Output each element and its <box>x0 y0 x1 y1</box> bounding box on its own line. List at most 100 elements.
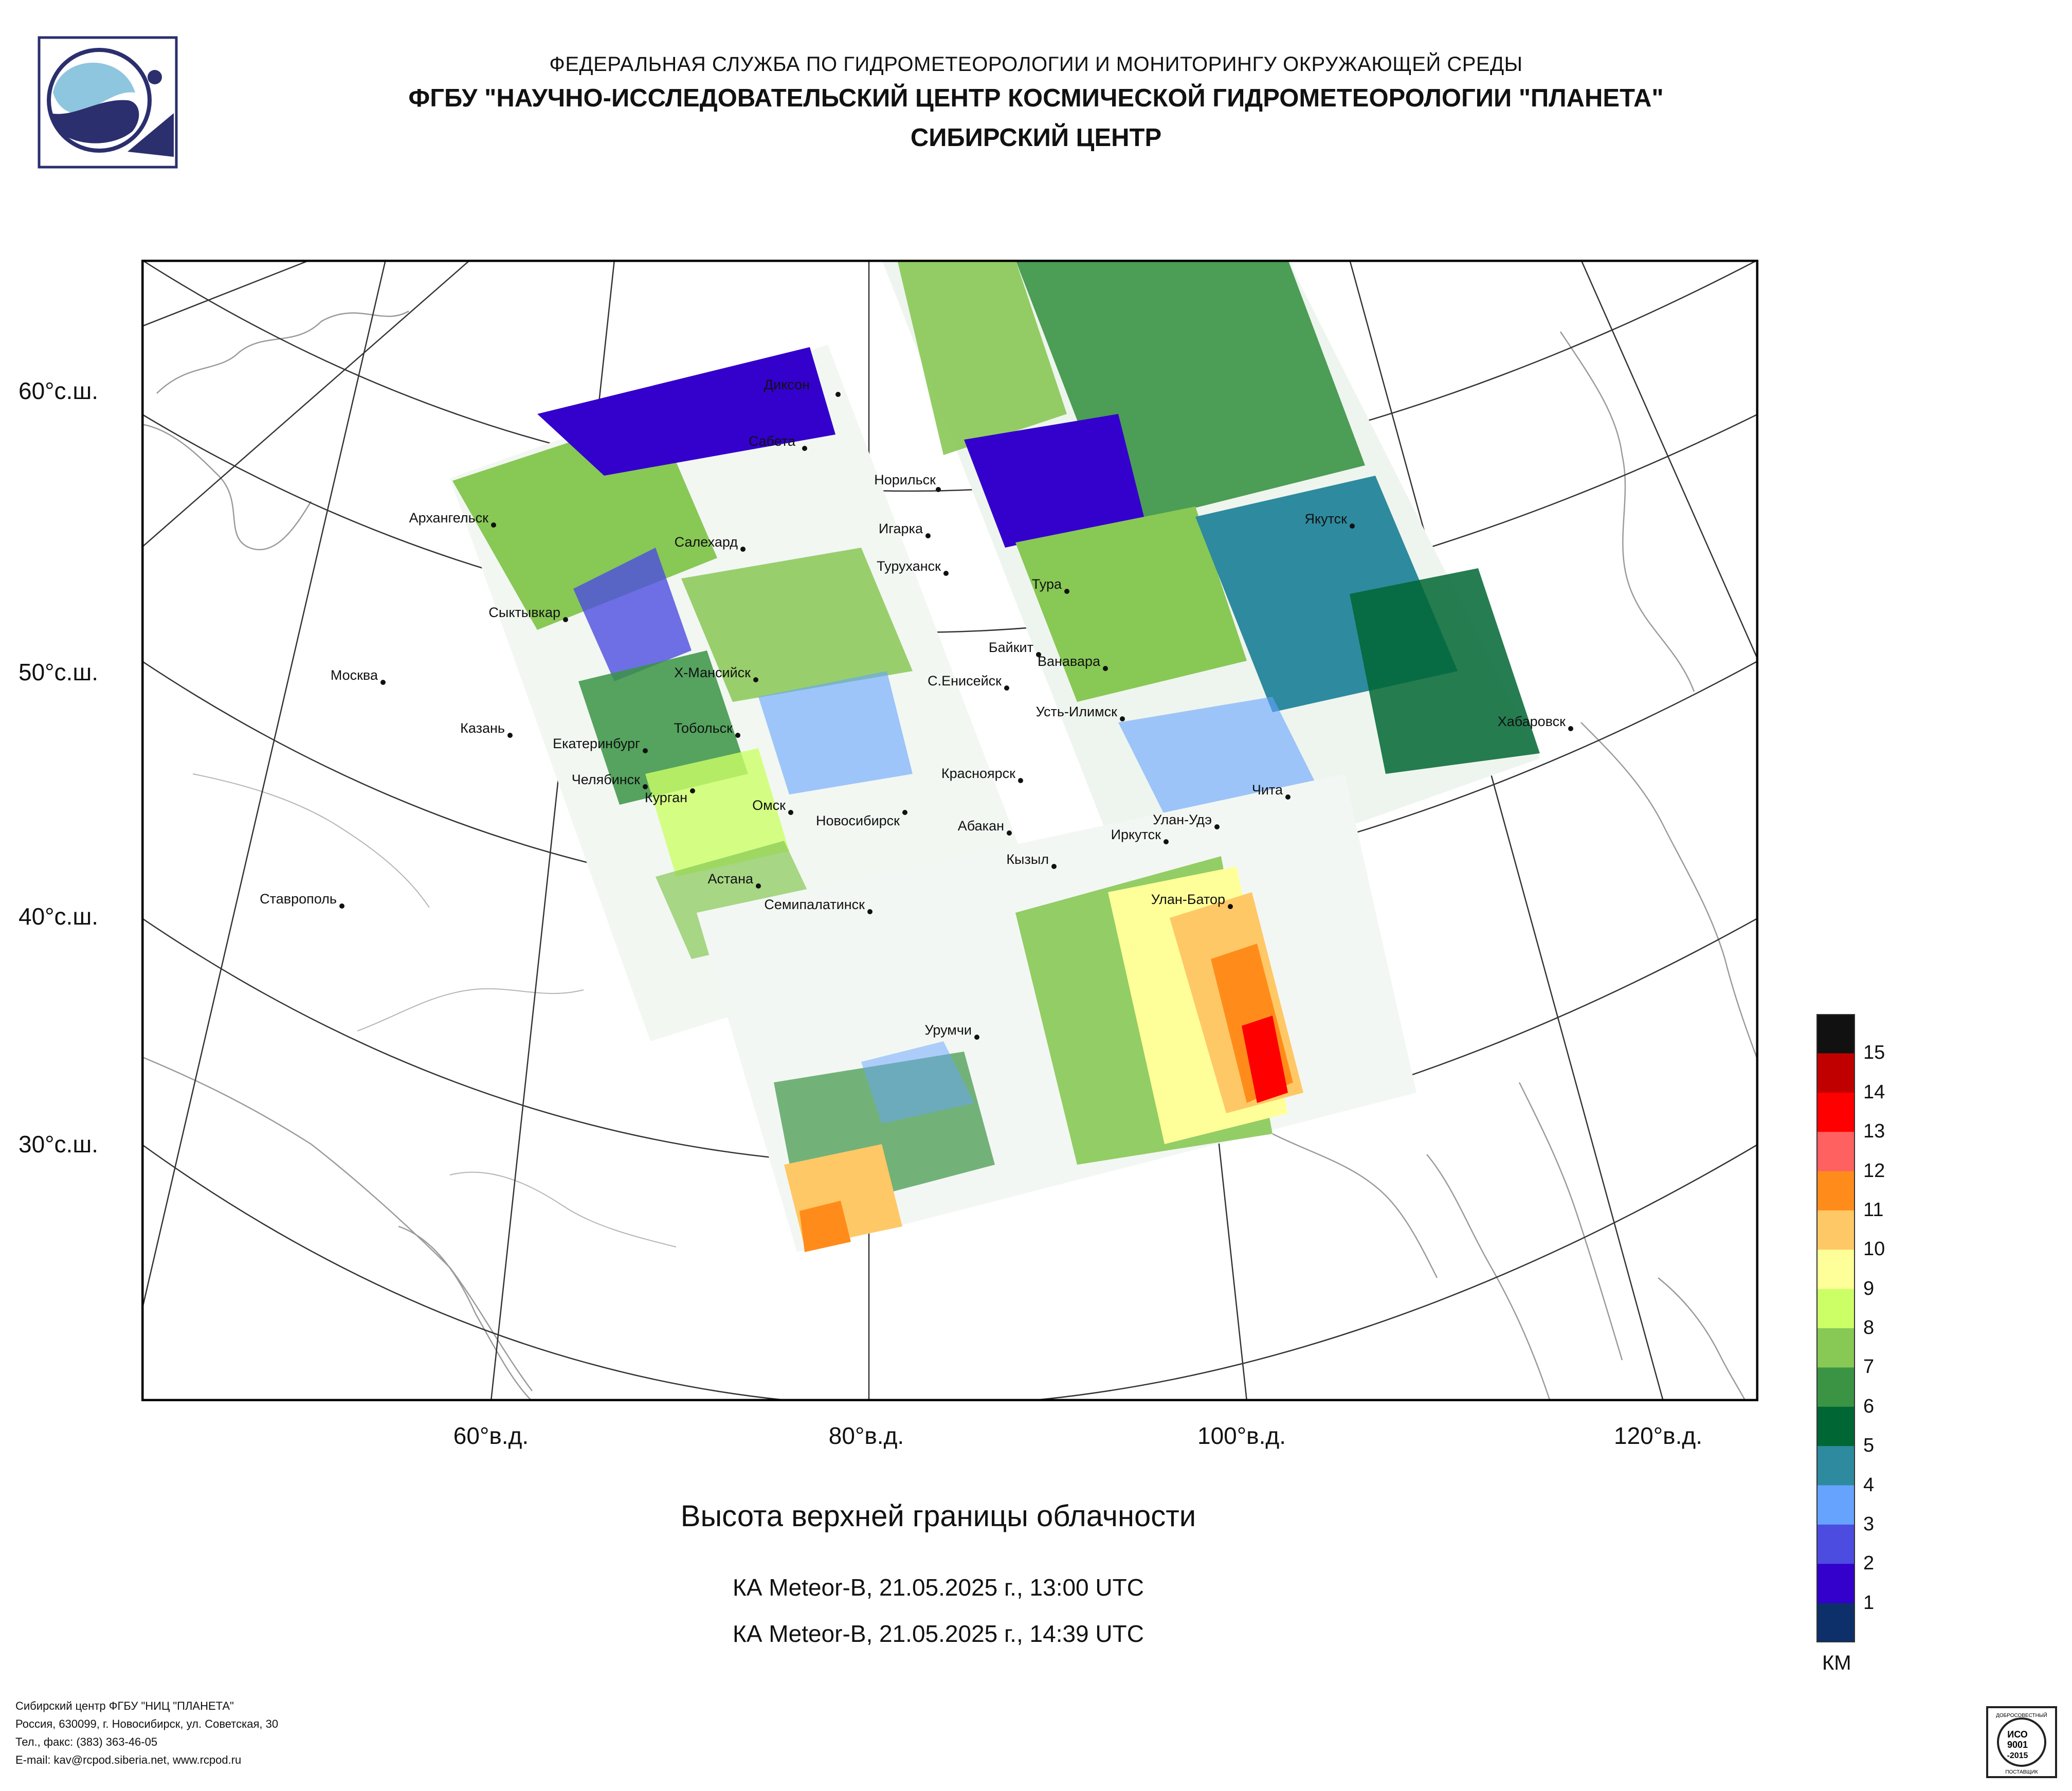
city-dot <box>1051 864 1057 869</box>
legend-label: 1 <box>1863 1591 1875 1614</box>
city-dot <box>380 680 386 685</box>
city-dot <box>1007 830 1012 836</box>
city-dot <box>902 810 907 815</box>
city-dot <box>643 784 648 789</box>
footer-email: E-mail: kav@rcpod.siberia.net, www.rcpod… <box>15 1753 242 1766</box>
city-dot <box>925 533 931 538</box>
header-agency: ФЕДЕРАЛЬНАЯ СЛУЖБА ПО ГИДРОМЕТЕОРОЛОГИИ … <box>549 53 1523 76</box>
legend-label: 6 <box>1863 1395 1875 1417</box>
legend-label: 7 <box>1863 1356 1875 1378</box>
city-label: Сыктывкар <box>488 605 560 620</box>
lon-label-120: 120°в.д. <box>1614 1422 1702 1449</box>
city-dot <box>643 748 648 753</box>
legend-label: 14 <box>1863 1081 1885 1103</box>
legend-label: 15 <box>1863 1042 1885 1064</box>
city-label: Усть-Илимск <box>1036 704 1118 719</box>
legend-swatch <box>1816 1603 1855 1642</box>
legend-label: 4 <box>1863 1474 1875 1496</box>
svg-text:9001: 9001 <box>2007 1740 2028 1750</box>
footer-org: Сибирский центр ФГБУ "НИЦ "ПЛАНЕТА" <box>15 1699 234 1712</box>
city-label: Челябинск <box>572 772 640 787</box>
city-label: Омск <box>752 798 786 813</box>
city-dot <box>1350 523 1355 529</box>
legend-swatch <box>1816 1524 1855 1564</box>
legend-swatch <box>1816 1132 1855 1171</box>
legend-label: 11 <box>1863 1199 1884 1221</box>
legend-label: 8 <box>1863 1317 1875 1338</box>
city-dot <box>802 446 807 451</box>
city-dot <box>1064 589 1069 594</box>
city-dot <box>1018 778 1023 783</box>
city-label: Ванавара <box>1038 654 1101 669</box>
city-dot <box>756 883 761 889</box>
lat-label-50: 50°с.ш. <box>19 659 99 685</box>
header-center: ФГБУ "НАУЧНО-ИССЛЕДОВАТЕЛЬСКИЙ ЦЕНТР КОС… <box>408 84 1664 112</box>
city-dot <box>936 487 941 492</box>
svg-text:ПОСТАВЩИК: ПОСТАВЩИК <box>2005 1769 2038 1775</box>
city-dot <box>867 909 873 914</box>
city-label: Тура <box>1032 576 1062 592</box>
city-label: Абакан <box>958 818 1004 834</box>
legend-swatch <box>1816 1446 1855 1486</box>
city-dot <box>1103 666 1108 671</box>
city-dot <box>563 617 568 622</box>
city-dot <box>740 547 746 552</box>
legend-swatch <box>1816 1014 1855 1054</box>
city-label: Екатеринбург <box>553 736 640 751</box>
cloud-top-height-map: Диксон Сабета Норильск Игарка Туруханск … <box>141 260 1758 1401</box>
city-dot <box>735 733 740 738</box>
legend-swatch <box>1816 1328 1855 1368</box>
city-dot <box>1568 726 1573 731</box>
city-dot <box>690 788 695 793</box>
lat-label-60: 60°с.ш. <box>19 377 99 404</box>
city-label: Иркутск <box>1111 827 1161 842</box>
city-dot <box>1214 824 1220 829</box>
city-label: Норильск <box>874 472 936 487</box>
city-label: Улан-Удэ <box>1153 812 1212 827</box>
city-dot <box>507 733 513 738</box>
legend-label: 12 <box>1863 1160 1885 1182</box>
lat-label-30: 30°с.ш. <box>19 1131 99 1157</box>
city-dot <box>1164 839 1169 844</box>
city-dot <box>339 903 344 909</box>
city-dot <box>753 677 758 682</box>
footer-phone: Тел., факс: (383) 363-46-05 <box>15 1735 158 1748</box>
legend-swatch <box>1816 1485 1855 1525</box>
city-label: Архангельск <box>409 510 489 526</box>
city-dot <box>1228 904 1233 909</box>
city-dot <box>1285 794 1291 800</box>
city-dot <box>1036 652 1041 657</box>
city-dot <box>943 571 949 576</box>
city-label: Москва <box>331 667 378 683</box>
satellite-swath-3 <box>697 774 1416 1252</box>
lat-label-40: 40°с.ш. <box>19 903 99 930</box>
city-label: Диксон <box>764 377 810 392</box>
satellite-swath-1 <box>450 345 1046 1041</box>
svg-text:-2015: -2015 <box>2007 1751 2028 1760</box>
legend-label: 2 <box>1863 1552 1875 1575</box>
legend-swatch <box>1816 1289 1855 1329</box>
city-label: Курган <box>645 790 687 805</box>
planeta-logo <box>38 36 178 169</box>
legend-swatch <box>1816 1250 1855 1290</box>
city-label: Красноярск <box>941 766 1015 781</box>
city-dot <box>491 522 496 528</box>
city-label: Астана <box>707 871 753 887</box>
legend-swatch <box>1816 1171 1855 1211</box>
city-label: Салехард <box>675 534 738 550</box>
city-label: Чита <box>1252 782 1283 798</box>
legend-swatch <box>1816 1406 1855 1446</box>
city-label: Улан-Батор <box>1151 892 1225 907</box>
footer-address: Россия, 630099, г. Новосибирск, ул. Сове… <box>15 1717 279 1730</box>
legend-swatch <box>1816 1053 1855 1093</box>
svg-text:ДОБРОСОВЕСТНЫЙ: ДОБРОСОВЕСТНЫЙ <box>1996 1712 2047 1718</box>
pass-line-1: КА Meteor-В, 21.05.2025 г., 13:00 UTC <box>733 1574 1144 1601</box>
city-label: С.Енисейск <box>928 673 1002 689</box>
color-legend <box>1816 1014 1855 1642</box>
city-label: Ставрополь <box>260 891 337 907</box>
city-dot <box>835 392 841 397</box>
city-label: Тобольск <box>674 720 733 736</box>
city-dot <box>1004 685 1009 691</box>
city-dot <box>974 1035 979 1040</box>
city-label: Казань <box>460 720 505 736</box>
